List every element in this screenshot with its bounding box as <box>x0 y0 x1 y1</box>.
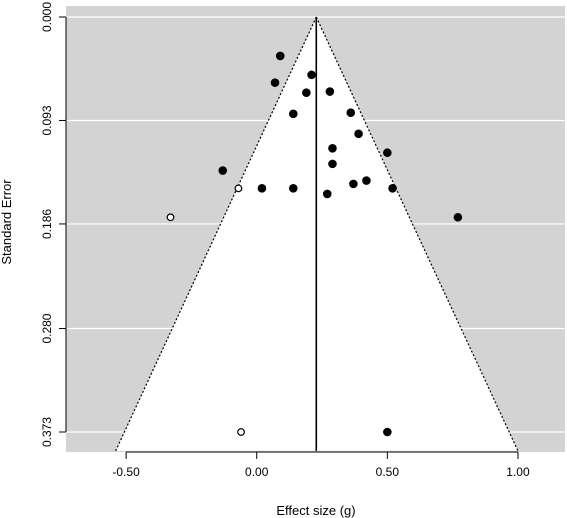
observed-study-point <box>288 109 298 119</box>
y-tick-label: 0.186 <box>40 209 54 239</box>
observed-study-point <box>270 78 280 87</box>
x-axis-label: Effect size (g) <box>276 503 355 518</box>
observed-study-point <box>302 88 311 97</box>
x-axis: -0.50 0.00 0.50 1.00 <box>112 451 530 479</box>
observed-study-point <box>307 70 316 80</box>
observed-study-point <box>325 87 335 96</box>
observed-study-point <box>354 129 363 139</box>
x-tick-label: -0.50 <box>112 465 140 479</box>
observed-study-point <box>288 184 298 193</box>
observed-study-point <box>453 212 463 222</box>
observed-study-point <box>322 189 332 199</box>
observed-study-point <box>362 176 371 185</box>
observed-study-point <box>328 143 337 153</box>
observed-study-point <box>275 51 285 61</box>
observed-study-point <box>388 184 397 193</box>
observed-study-point <box>383 148 392 158</box>
y-tick-label: 0.280 <box>40 313 54 343</box>
y-tick-label: 0.000 <box>40 2 54 32</box>
x-tick-label: 0.50 <box>376 465 400 479</box>
observed-study-point <box>383 427 392 437</box>
y-tick-label: 0.373 <box>40 417 54 447</box>
observed-study-point <box>218 166 228 175</box>
imputed-study-point <box>166 213 175 222</box>
y-tick-label: 0.093 <box>40 105 54 135</box>
imputed-study-point <box>237 428 245 436</box>
observed-study-point <box>328 159 337 169</box>
y-axis-label: Standard Error <box>0 179 14 265</box>
y-axis: 0.000 0.093 0.186 0.280 0.373 <box>40 2 67 447</box>
observed-study-point <box>257 184 267 193</box>
x-tick-label: 1.00 <box>506 465 530 479</box>
observed-study-point <box>349 179 358 189</box>
x-tick-label: 0.00 <box>245 465 269 479</box>
observed-study-point <box>346 108 356 117</box>
study-points <box>166 51 463 437</box>
imputed-study-point <box>234 184 243 193</box>
